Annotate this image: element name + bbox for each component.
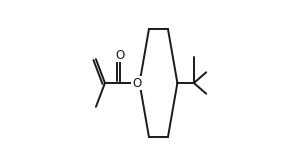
Text: O: O	[132, 77, 142, 89]
Text: O: O	[115, 48, 124, 62]
